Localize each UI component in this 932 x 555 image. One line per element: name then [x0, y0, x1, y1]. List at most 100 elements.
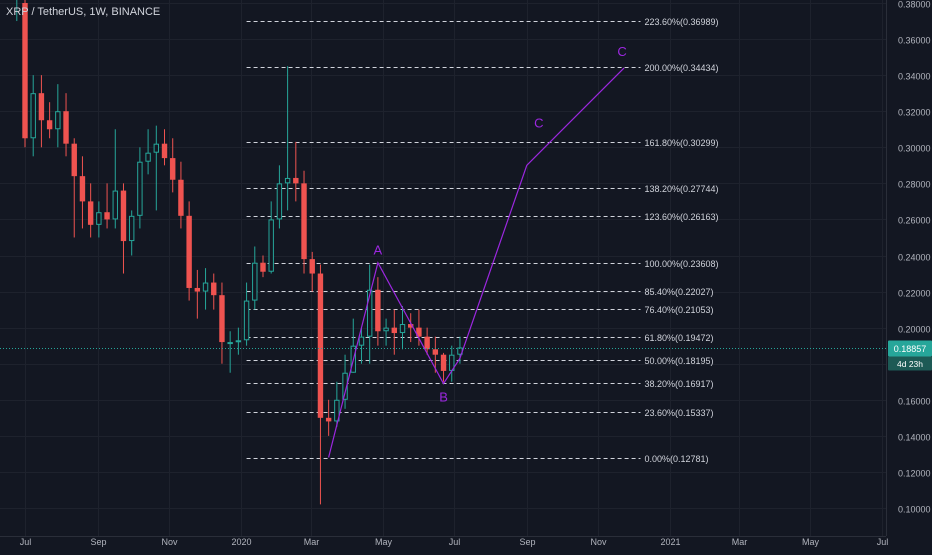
candle[interactable]	[112, 129, 118, 229]
x-tick-label: Sep	[519, 537, 535, 547]
time-axis[interactable]: Jul Sep Nov 2020 Mar May Jul Sep Nov 2021 Mar May Ju…	[20, 537, 889, 547]
candle-body	[334, 399, 340, 422]
candle[interactable]	[145, 129, 151, 175]
y-tick-label: 0.32000	[898, 108, 931, 118]
price-badge-text: 0.18857	[894, 344, 927, 354]
candle[interactable]	[268, 201, 274, 274]
candle[interactable]	[104, 183, 110, 229]
candle[interactable]	[170, 138, 176, 193]
candle[interactable]	[375, 277, 381, 346]
pattern-label-a: A	[374, 243, 383, 258]
symbol-label: XRP / TetherUS, 1W, BINANCE	[6, 6, 161, 18]
y-tick-label: 0.14000	[898, 433, 931, 443]
candle-body	[325, 417, 332, 422]
candle[interactable]	[137, 147, 143, 229]
y-tick-label: 0.20000	[898, 325, 931, 335]
candle-body	[87, 201, 94, 225]
candle[interactable]	[391, 309, 397, 355]
candle-body	[342, 372, 348, 400]
candle[interactable]	[276, 165, 283, 229]
candle-body	[432, 349, 439, 355]
candle[interactable]	[46, 102, 53, 139]
fib-level-label: 161.80%(0.30299)	[644, 138, 718, 148]
candle-body	[399, 324, 406, 334]
candle[interactable]	[440, 352, 447, 382]
y-tick-label: 0.24000	[898, 253, 931, 263]
candle-body	[268, 219, 274, 272]
candle[interactable]	[252, 246, 258, 310]
candle[interactable]	[55, 84, 61, 148]
candle[interactable]	[309, 251, 315, 292]
y-tick-label: 0.16000	[898, 397, 931, 407]
candle[interactable]	[342, 354, 348, 409]
current-price-marker: 0.18857 4d 23h	[0, 340, 932, 371]
candle[interactable]	[219, 282, 225, 364]
candle[interactable]	[128, 210, 135, 256]
x-tick-label: Sep	[90, 537, 106, 547]
candle[interactable]	[284, 66, 291, 211]
candle[interactable]	[383, 318, 389, 346]
candle[interactable]	[227, 331, 233, 373]
candle[interactable]	[87, 183, 94, 238]
candle[interactable]	[71, 138, 77, 238]
candle[interactable]	[161, 129, 168, 166]
candle[interactable]	[317, 264, 324, 505]
candle[interactable]	[399, 306, 406, 350]
candle[interactable]	[15, 0, 19, 22]
y-tick-label: 0.30000	[898, 144, 931, 154]
candle[interactable]	[79, 156, 86, 229]
candle[interactable]	[408, 313, 414, 343]
candle[interactable]	[243, 282, 250, 346]
candle[interactable]	[432, 336, 439, 373]
candle-body	[55, 111, 61, 130]
candle[interactable]	[366, 264, 373, 364]
candle-body	[38, 93, 45, 121]
candle[interactable]	[153, 125, 160, 211]
fib-level-label: 38.20%(0.16917)	[644, 379, 713, 389]
candles[interactable]	[15, 0, 463, 505]
y-tick-label: 0.36000	[898, 36, 931, 46]
candle-body	[104, 212, 110, 220]
candle-body	[112, 190, 118, 220]
candle[interactable]	[325, 399, 332, 436]
candle[interactable]	[334, 381, 340, 427]
price-axis[interactable]: 0.38000 0.36000 0.34000 0.32000 0.30000 0.280…	[898, 0, 931, 515]
fib-level-label: 76.40%(0.21053)	[644, 305, 713, 315]
fib-level-label: 23.60%(0.15337)	[644, 408, 713, 418]
candle[interactable]	[202, 268, 209, 310]
candle[interactable]	[211, 273, 217, 310]
candle[interactable]	[38, 75, 45, 148]
candle[interactable]	[96, 201, 102, 238]
candle[interactable]	[358, 327, 365, 364]
candle[interactable]	[120, 183, 127, 274]
fib-level-label: 61.80%(0.19472)	[644, 333, 713, 343]
candle-body	[366, 289, 373, 337]
candle-body	[30, 93, 36, 139]
candle-body	[71, 143, 77, 177]
candle[interactable]	[178, 161, 184, 229]
countdown-badge-bg	[888, 356, 932, 371]
y-tick-label: 0.12000	[898, 469, 931, 479]
pattern-line[interactable]	[328, 67, 625, 458]
candle[interactable]	[30, 75, 36, 157]
price-badge-bg	[888, 340, 932, 357]
candle[interactable]	[301, 170, 307, 274]
candle[interactable]	[260, 255, 266, 278]
candle-body	[416, 327, 422, 337]
candle[interactable]	[194, 269, 201, 319]
candle-body	[284, 177, 291, 184]
candle[interactable]	[63, 93, 69, 157]
x-tick-label: Jul	[20, 537, 32, 547]
candle[interactable]	[424, 327, 430, 355]
pattern-label-c: C	[534, 115, 543, 130]
candle-body	[424, 336, 430, 350]
candle-body	[227, 342, 233, 345]
candle[interactable]	[293, 141, 299, 202]
candle[interactable]	[416, 309, 422, 346]
candle[interactable]	[22, 0, 28, 148]
abc-pattern[interactable]: A B C C	[328, 44, 627, 458]
candle[interactable]	[186, 201, 192, 301]
candle[interactable]	[235, 327, 242, 355]
